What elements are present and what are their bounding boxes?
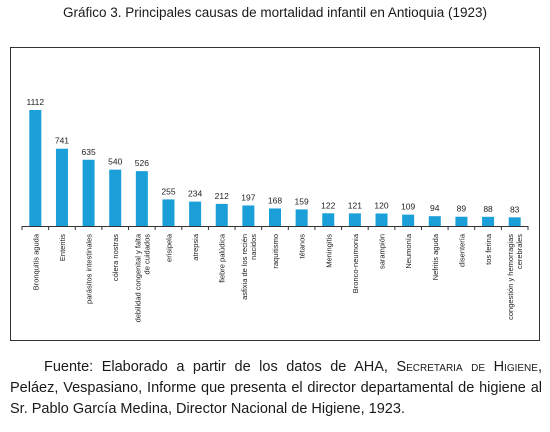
category-label-asfixia-de-los-recien-nacidos: asfixia de los reciénnacidos [240, 234, 258, 300]
category-label-colera-nostras: cólera nostras [111, 234, 120, 281]
value-label-congestion-y-hemorragias-cerebrales: 83 [510, 204, 520, 214]
bar-tetanos [295, 209, 308, 226]
bar-raquitismo [269, 208, 281, 226]
bar-sarampion [375, 213, 388, 226]
value-label-parasitos-intestinales: 635 [81, 147, 95, 157]
value-label-erisipela: 255 [161, 186, 175, 196]
category-label-sarampion: sarampión [378, 234, 387, 269]
source-organization: Secretaria de Higiene [396, 359, 538, 375]
category-label-parasitos-intestinales: parásitos intestinales [85, 234, 94, 304]
value-label-fiebre-paludica: 212 [215, 191, 229, 201]
bar-debilidad-congenital-y-falta-de-cuidados [135, 171, 148, 226]
value-label-disenteria: 89 [457, 204, 467, 214]
bar-disenteria [455, 216, 468, 226]
value-label-asfixia-de-los-recien-nacidos: 197 [241, 192, 255, 202]
category-label-meningitis: Meningitis [324, 234, 333, 268]
category-label-raquitismo: raquitismo [271, 234, 280, 269]
value-label-meningitis: 122 [321, 200, 335, 210]
category-label-congestion-y-hemorragias-cerebrales: congestión y hemorragiascerebrales [506, 234, 524, 320]
source-prefix: Fuente: Elaborado a partir de los datos … [44, 359, 397, 375]
category-label-atrepsia: atrepsia [191, 233, 200, 261]
bars-group [29, 110, 521, 226]
bar-bronquitis-aguda [29, 110, 42, 226]
value-label-nefritis-aguda: 94 [430, 203, 440, 213]
value-label-neumonia: 109 [401, 202, 415, 212]
value-label-raquitismo: 168 [268, 195, 282, 205]
category-label-nefritis-aguda: Nefritis aguda [431, 233, 440, 280]
bar-fiebre-paludica [215, 203, 228, 226]
category-label-erisipela: erisipela [164, 233, 173, 262]
value-label-bronco-neumonia: 121 [348, 200, 362, 210]
bar-nefritis-aguda [428, 216, 441, 226]
bar-erisipela [162, 199, 175, 226]
value-label-debilidad-congenital-y-falta-de-cuidados: 526 [135, 158, 149, 168]
category-label-tetanos: tétanos [298, 234, 307, 259]
category-label-neumonia: Neumonía [404, 233, 413, 268]
value-label-tetanos: 159 [295, 196, 309, 206]
category-label-disenteria: disentería [457, 233, 466, 267]
source-suffix: , Peláez, Vespasiano, Informe que presen… [10, 359, 542, 417]
chart-title: Gráfico 3. Principales causas de mortali… [63, 5, 487, 20]
bar-congestion-y-hemorragias-cerebrales [508, 217, 521, 226]
value-label-enteritis: 741 [55, 136, 69, 146]
bar-enteritis [55, 148, 68, 226]
value-labels-group: 1112 741 635 540 526 255 234 212 197 168 159 122 121… [26, 97, 519, 214]
value-label-bronquitis-aguda: 1112 [26, 97, 44, 107]
value-label-tos-ferina: 88 [483, 204, 493, 214]
bar-atrepsia [189, 201, 202, 226]
category-label-bronquitis-aguda: Bronquitis aguda [31, 233, 40, 290]
category-label-bronco-neumonia: Bronco-neumonia [351, 233, 360, 293]
value-label-sarampion: 120 [374, 200, 388, 210]
value-label-colera-nostras: 540 [108, 157, 122, 167]
bar-chart: 1112 741 635 540 526 255 234 212 197 168 159 122 121… [10, 47, 540, 341]
x-axis-ticks [21, 226, 529, 230]
source-note: Fuente: Elaborado a partir de los datos … [10, 357, 542, 420]
bar-parasitos-intestinales [82, 159, 95, 226]
category-label-fiebre-paludica: fiebre palúdica [218, 233, 227, 283]
bar-colera-nostras [109, 169, 122, 226]
category-label-tos-ferina: tos ferina [484, 233, 493, 265]
bar-tos-ferina [482, 216, 495, 226]
bar-bronco-neumonia [348, 213, 361, 226]
bar-neumonia [402, 214, 415, 226]
category-labels-group: Bronquitis aguda Enteritis parásitos intes… [31, 233, 524, 322]
value-label-atrepsia: 234 [188, 189, 202, 199]
bar-meningitis [322, 213, 335, 226]
bar-asfixia-de-los-recien-nacidos [242, 205, 255, 226]
chart-border [10, 47, 540, 341]
category-label-enteritis: Enteritis [58, 234, 67, 261]
category-label-debilidad-congenital-y-falta-de-cuidados: debilidad congenital y faltade cuidados [133, 233, 151, 322]
